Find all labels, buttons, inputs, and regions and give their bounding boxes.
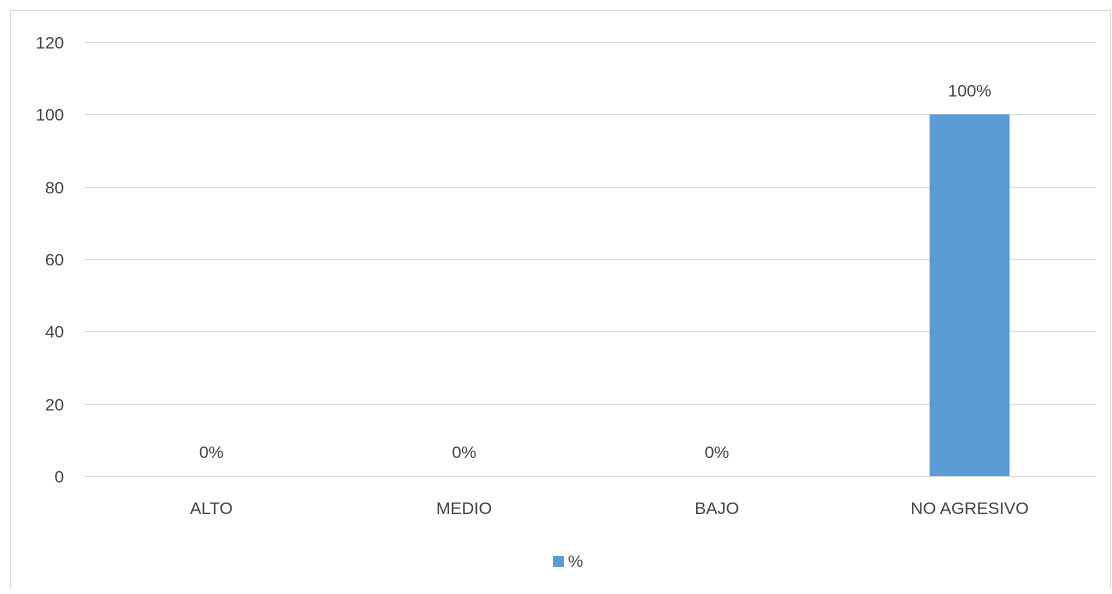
data-label: 0%: [199, 443, 224, 462]
bars: [929, 114, 1010, 476]
y-tick-label: 40: [45, 323, 64, 342]
gridlines: [85, 42, 1096, 477]
y-tick-label: 120: [36, 34, 64, 53]
y-tick-label: 0: [55, 468, 64, 487]
y-tick-label: 20: [45, 396, 64, 415]
x-tick-label: ALTO: [190, 499, 233, 518]
y-tick-label: 80: [45, 179, 64, 198]
legend: %: [553, 552, 583, 571]
x-tick-label: MEDIO: [436, 499, 492, 518]
legend-swatch: [553, 556, 564, 567]
y-axis-tick-labels: 0 20 40 60 80 100 120: [36, 34, 64, 487]
bar: [929, 114, 1010, 476]
data-labels: 0% 0% 0% 100%: [199, 81, 991, 462]
x-axis-tick-labels: ALTO MEDIO BAJO NO AGRESIVO: [190, 499, 1029, 518]
y-tick-label: 100: [36, 106, 64, 125]
data-label: 100%: [948, 81, 991, 100]
data-label: 0%: [705, 443, 730, 462]
y-tick-label: 60: [45, 251, 64, 270]
legend-label: %: [568, 552, 583, 571]
x-tick-label: BAJO: [695, 499, 739, 518]
data-label: 0%: [452, 443, 477, 462]
x-tick-label: NO AGRESIVO: [911, 499, 1029, 518]
